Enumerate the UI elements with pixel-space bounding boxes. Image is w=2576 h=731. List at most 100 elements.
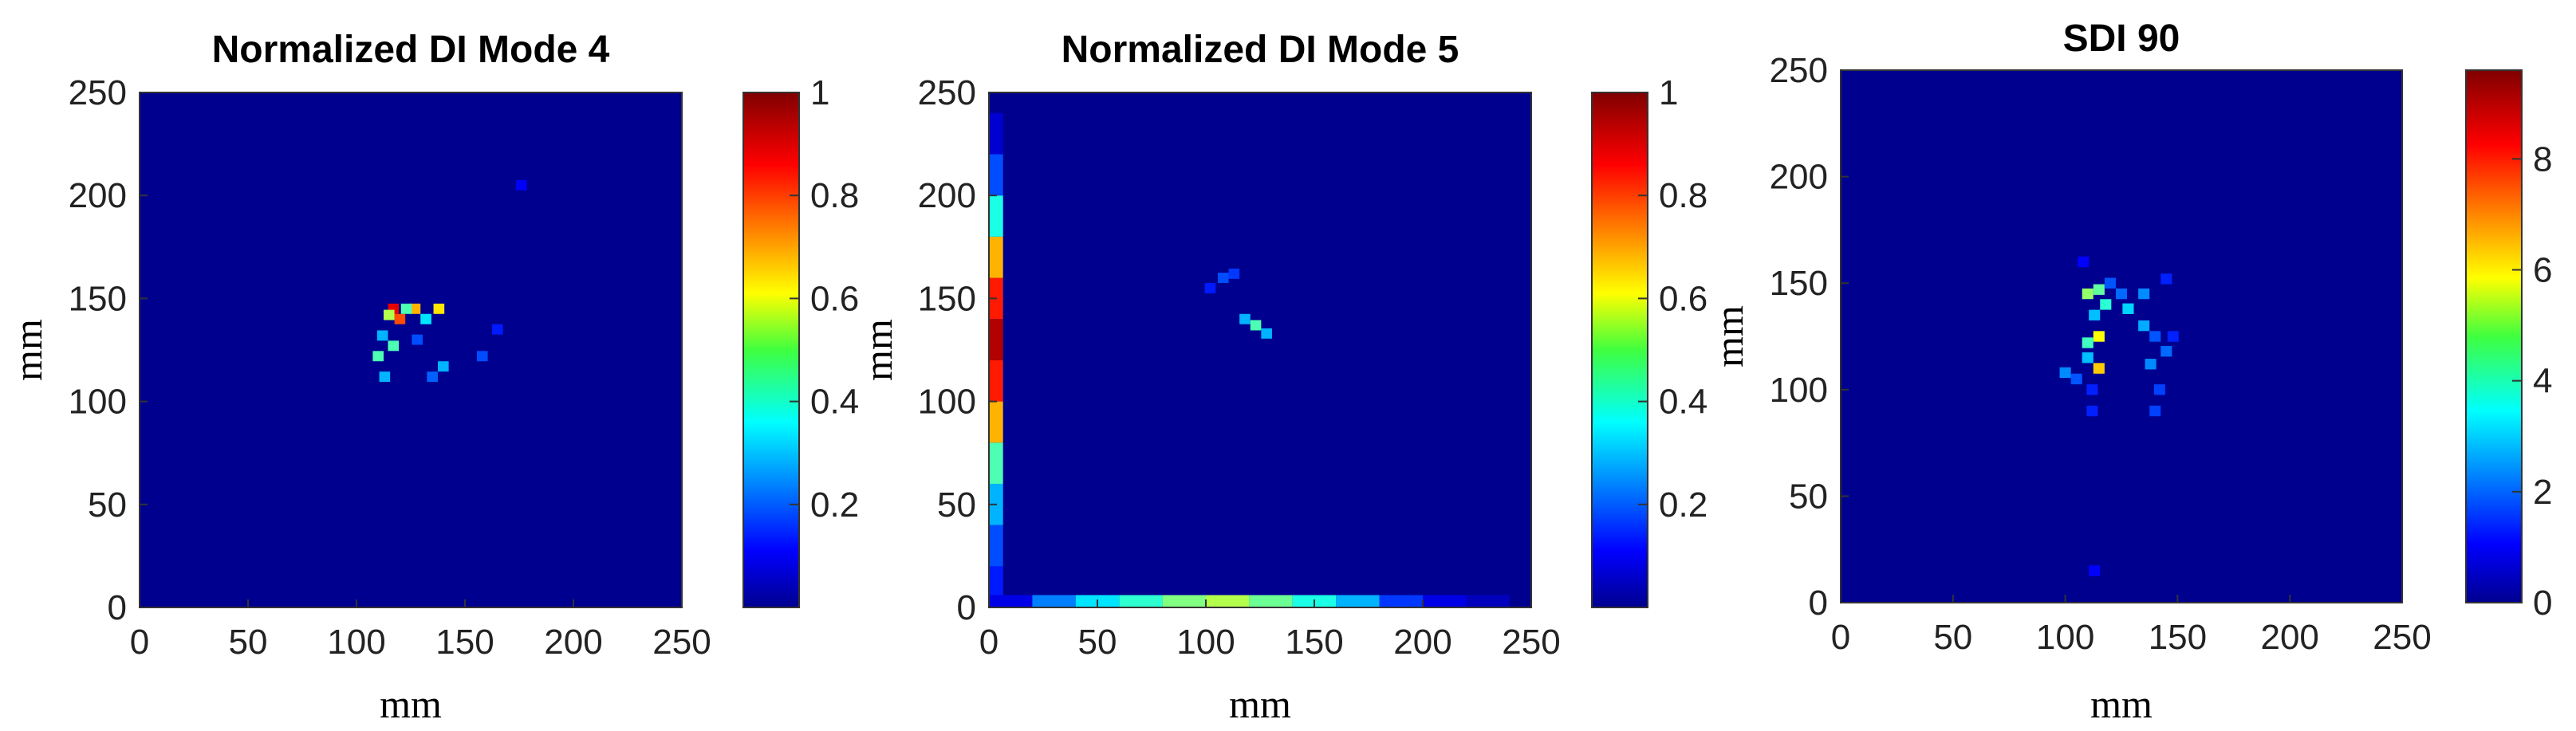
heatmap-cell xyxy=(420,313,431,324)
heatmap-cell xyxy=(394,313,406,324)
heatmap-cell xyxy=(1204,283,1216,293)
heatmap-cell xyxy=(2093,284,2105,295)
panel-1-title: Normalized DI Mode 4 xyxy=(212,29,610,71)
heatmap-cell xyxy=(2089,309,2101,320)
left-edge-cell xyxy=(989,112,1003,155)
panel-3-plot-area xyxy=(1841,70,2402,603)
x-tick-label: 100 xyxy=(1176,623,1235,662)
bottom-edge-cell xyxy=(1423,595,1467,607)
heatmap-cell xyxy=(409,303,421,314)
heatmap-cell xyxy=(2138,288,2150,300)
x-tick-label: 100 xyxy=(2036,618,2094,657)
panel-di-mode-5: Normalized DI Mode 5 0 50 100 150 200 250 0 50… xyxy=(856,29,1707,726)
panel-sdi-90: SDI 90 0 50 100 150 200 250 0 50 100 150 200 250 m… xyxy=(1707,18,2552,726)
panel-3-x-label: mm xyxy=(2090,682,2153,726)
y-tick-label: 100 xyxy=(1770,371,1828,410)
bottom-edge-cell xyxy=(1336,595,1380,607)
heatmap-cell xyxy=(433,303,445,314)
panel-2-cells xyxy=(989,112,1510,607)
heatmap-cell xyxy=(2100,299,2112,310)
heatmap-cell xyxy=(1228,268,1240,279)
heatmap-cell xyxy=(2160,273,2172,285)
colorbar-tick-label: 4 xyxy=(2533,362,2552,401)
heatmap-cell xyxy=(2145,359,2157,370)
colorbar-tick-label: 0.8 xyxy=(1659,176,1707,215)
bottom-edge-cell xyxy=(1206,595,1250,607)
bottom-edge-cell xyxy=(1032,595,1076,607)
y-tick-label: 0 xyxy=(957,588,976,627)
panel-3-x-ticks: 0 50 100 150 200 250 xyxy=(1831,595,2432,657)
panel-1-y-ticks: 0 50 100 150 200 250 xyxy=(69,73,148,627)
y-tick-label: 250 xyxy=(69,73,127,112)
left-edge-cell xyxy=(989,525,1003,567)
panel-1-colorbar-ticks: 0.2 0.4 0.6 0.8 1 xyxy=(790,73,859,525)
left-edge-cell xyxy=(989,442,1003,484)
panel-di-mode-4: Normalized DI Mode 4 0 50 100 150 200 250 0 50… xyxy=(6,29,859,726)
y-tick-label: 0 xyxy=(1809,584,1828,623)
panel-3-y-label: mm xyxy=(1707,305,1751,367)
panel-3-colorbar-frame xyxy=(2465,69,2523,603)
colorbar-tick-label: 0.2 xyxy=(1659,485,1707,525)
left-edge-cell xyxy=(989,195,1003,237)
bottom-edge-cell xyxy=(1249,595,1293,607)
y-tick-label: 250 xyxy=(1770,51,1828,90)
heatmap-cell xyxy=(492,324,503,335)
panel-1-x-label: mm xyxy=(380,682,442,726)
x-tick-label: 50 xyxy=(1933,618,1972,657)
panel-3-frame xyxy=(1840,69,2403,603)
x-tick-label: 200 xyxy=(544,623,602,662)
panel-2-x-label: mm xyxy=(1229,682,1291,726)
heatmap-cell xyxy=(2093,363,2105,374)
heatmap-cell xyxy=(1239,313,1251,324)
heatmap-cell xyxy=(2082,288,2093,300)
colorbar-tick-label: 0.4 xyxy=(810,383,859,422)
heatmap-cell xyxy=(515,179,527,191)
x-tick-label: 150 xyxy=(2149,618,2207,657)
panel-1-frame xyxy=(139,92,683,608)
y-tick-label: 50 xyxy=(937,485,976,525)
y-tick-label: 150 xyxy=(69,279,127,318)
heatmap-cell xyxy=(384,309,395,320)
colorbar-tick-label: 0.6 xyxy=(810,279,859,318)
panel-1-y-label: mm xyxy=(6,319,50,381)
left-edge-cell xyxy=(989,319,1003,360)
colorbar-tick-label: 6 xyxy=(2533,251,2552,290)
heatmap-cell xyxy=(2089,565,2101,576)
panel-1-plot-area xyxy=(140,92,682,607)
y-tick-label: 150 xyxy=(1770,264,1828,303)
panel-3-y-ticks: 0 50 100 150 200 250 xyxy=(1770,51,1849,623)
heatmap-cell xyxy=(2093,331,2105,342)
heatmap-cell xyxy=(372,351,384,362)
x-tick-label: 250 xyxy=(2373,618,2431,657)
y-tick-label: 50 xyxy=(1789,477,1828,516)
panel-3-cells xyxy=(2059,256,2179,576)
bottom-edge-cell xyxy=(1162,595,1206,607)
panel-1-colorbar xyxy=(743,92,799,607)
x-tick-label: 200 xyxy=(2260,618,2318,657)
colorbar-tick-label: 0.6 xyxy=(1659,279,1707,318)
left-edge-cell xyxy=(989,236,1003,278)
panel-1-x-ticks: 0 50 100 150 200 250 xyxy=(130,599,711,662)
y-tick-label: 150 xyxy=(918,279,976,318)
left-edge-cell xyxy=(989,154,1003,196)
heatmap-cell xyxy=(2167,331,2179,342)
panel-2-y-label: mm xyxy=(856,319,900,381)
bottom-edge-cell xyxy=(1379,595,1423,607)
y-tick-label: 50 xyxy=(88,485,127,525)
heatmap-cell xyxy=(2149,405,2161,417)
heatmap-cell xyxy=(379,371,391,383)
panel-3-title: SDI 90 xyxy=(2063,18,2180,60)
x-tick-label: 50 xyxy=(1078,623,1117,662)
heatmap-cell xyxy=(2122,303,2134,314)
panel-2-y-ticks: 0 50 100 150 200 250 xyxy=(918,73,997,627)
heatmap-cell xyxy=(2086,405,2098,417)
panel-2-colorbar-frame xyxy=(1591,92,1648,608)
colorbar-tick-label: 0 xyxy=(2533,584,2552,623)
heatmap-cell xyxy=(2104,277,2116,289)
bottom-edge-cell xyxy=(1119,595,1163,607)
y-tick-label: 200 xyxy=(918,176,976,215)
colorbar-tick-label: 0.8 xyxy=(810,176,859,215)
x-tick-label: 0 xyxy=(130,623,149,662)
panel-2-colorbar xyxy=(1592,92,1648,607)
bottom-edge-cell xyxy=(1466,595,1510,607)
